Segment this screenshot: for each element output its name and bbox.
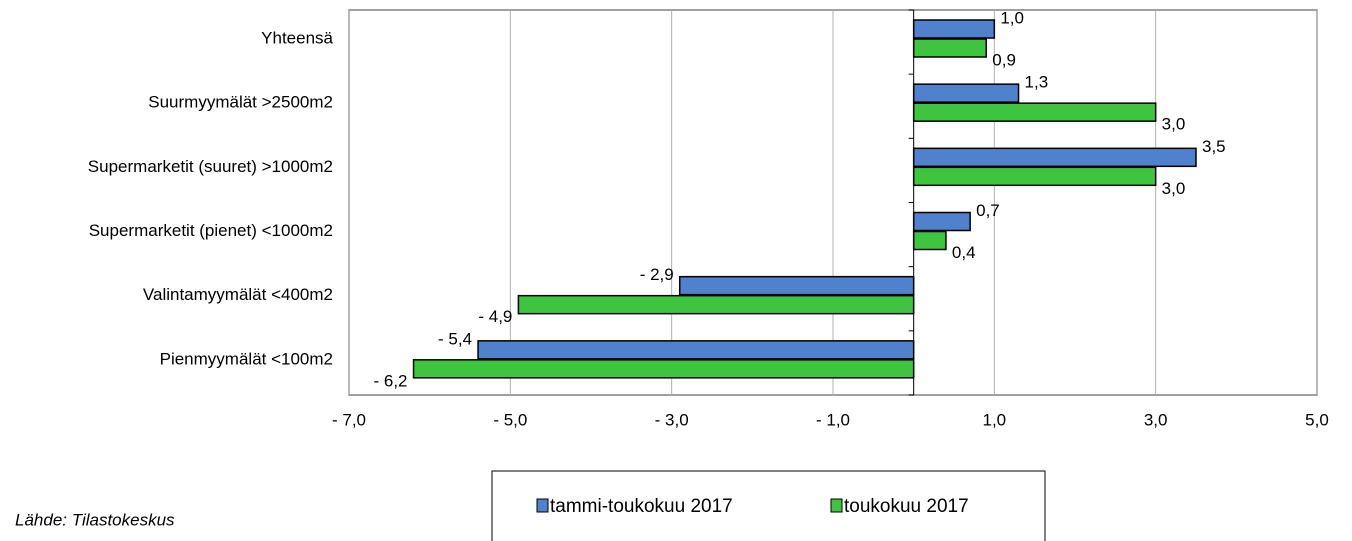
value-label: 1,3 [1025, 73, 1049, 92]
y-tick-label: Suurmyymälät >2500m2 [148, 93, 333, 112]
value-label: - 2,9 [640, 265, 674, 284]
bar [477, 340, 915, 360]
legend-label: toukokuu 2017 [844, 496, 969, 517]
bar [912, 19, 996, 39]
y-tick-label: Pienmyymälät <100m2 [160, 349, 333, 368]
value-label: - 4,9 [478, 307, 512, 326]
bar [912, 102, 1157, 122]
x-tick-label: - 1,0 [816, 410, 850, 429]
source: Lähde: Tilastokeskus [15, 510, 175, 529]
x-tick-label: - 3,0 [655, 410, 689, 429]
bar [678, 275, 915, 296]
bar [912, 83, 1020, 103]
y-tick-label: Supermarketit (pienet) <1000m2 [89, 221, 333, 240]
legend-swatch [536, 498, 549, 513]
value-label: 3,0 [1162, 115, 1186, 134]
y-tick-label: Valintamyymälät <400m2 [143, 285, 333, 304]
bar [412, 359, 915, 379]
bar [912, 38, 988, 58]
legend-box [491, 470, 1046, 541]
legend-label: tammi-toukokuu 2017 [550, 496, 733, 517]
x-tick-label: 1,0 [983, 410, 1007, 429]
value-label: 0,9 [992, 50, 1016, 69]
x-tick-label: 5,0 [1305, 410, 1329, 429]
x-tick-label: - 7,0 [332, 410, 366, 429]
x-tick-label: 3,0 [1144, 410, 1168, 429]
bar [912, 166, 1157, 187]
value-label: 3,5 [1202, 137, 1226, 156]
bar [517, 294, 915, 315]
x-tick-label: - 5,0 [493, 410, 527, 429]
bar [912, 147, 1197, 168]
value-label: - 5,4 [438, 329, 472, 348]
value-label: 1,0 [1000, 8, 1024, 27]
y-tick-label: Yhteensä [261, 29, 333, 48]
value-label: 0,7 [976, 201, 1000, 220]
bar [912, 230, 947, 251]
bar [912, 211, 971, 232]
value-label: 3,0 [1162, 179, 1186, 198]
value-label: 0,4 [952, 243, 976, 262]
legend-swatch [830, 498, 843, 513]
value-label: - 6,2 [374, 371, 408, 390]
y-tick-label: Supermarketit (suuret) >1000m2 [88, 157, 333, 176]
